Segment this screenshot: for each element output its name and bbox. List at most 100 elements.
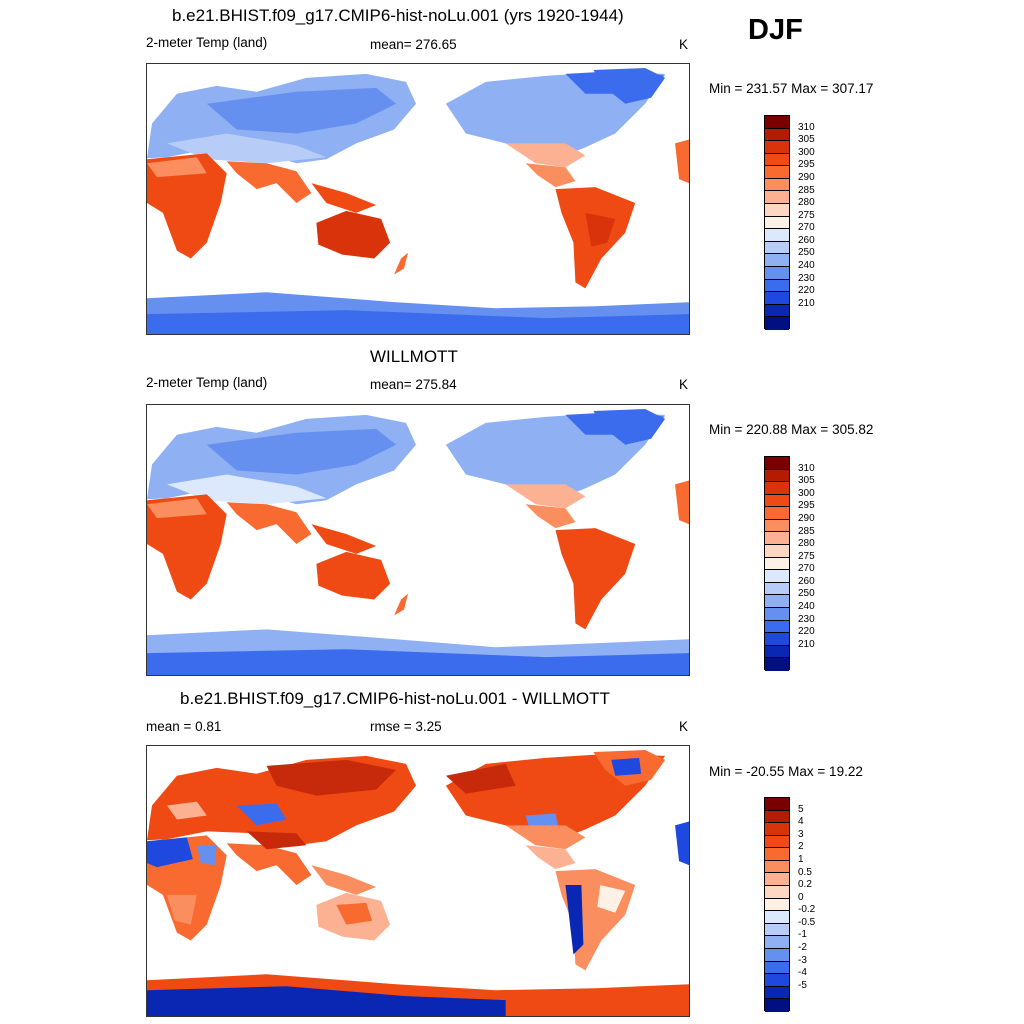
colorbar-segment xyxy=(765,658,789,671)
colorbar-tick-label: 295 xyxy=(798,159,815,171)
panel-3-map-svg xyxy=(147,749,689,1016)
colorbar-segment xyxy=(765,860,789,874)
colorbar-segment xyxy=(765,494,789,508)
colorbar-segment xyxy=(765,191,789,205)
panel-2-variable-label: 2-meter Temp (land) xyxy=(146,375,268,390)
colorbar-segment xyxy=(765,645,789,659)
colorbar-tick-label: 270 xyxy=(798,563,815,575)
colorbar-tick-label: 290 xyxy=(798,512,815,524)
season-label: DJF xyxy=(748,14,803,46)
panel-2-map xyxy=(146,404,690,676)
colorbar-tick-label: 280 xyxy=(798,197,815,209)
colorbar-tick-label: 240 xyxy=(798,601,815,613)
colorbar-segment xyxy=(765,507,789,520)
colorbar-segment xyxy=(765,948,789,962)
colorbar-tick-label: 0.5 xyxy=(798,866,812,878)
colorbar-tick-label: -0.5 xyxy=(798,916,816,928)
colorbar-tick-label: 300 xyxy=(798,146,815,158)
colorbar-tick-label: 260 xyxy=(798,234,815,246)
colorbar-segment xyxy=(765,898,789,912)
colorbar-tick-label: 285 xyxy=(798,525,815,537)
colorbar-segment xyxy=(765,457,789,470)
panel-3-colorbar xyxy=(764,797,790,1012)
colorbar-segment xyxy=(765,519,789,533)
colorbar-segment xyxy=(765,986,789,1000)
colorbar-tick-label: 240 xyxy=(798,260,815,272)
colorbar-tick-label: 295 xyxy=(798,500,815,512)
panel-3-minmax: Min = -20.55 Max = 19.22 xyxy=(709,764,863,779)
colorbar-tick-label: 220 xyxy=(798,285,815,297)
colorbar-tick-label: -0.2 xyxy=(798,904,816,916)
colorbar-segment xyxy=(765,178,789,192)
panel-1-units-label: K xyxy=(679,37,689,52)
colorbar-segment xyxy=(765,254,789,267)
colorbar-tick-label: 220 xyxy=(798,626,815,638)
colorbar-segment xyxy=(765,936,789,949)
colorbar-segment xyxy=(765,911,789,924)
colorbar-tick-label: 2 xyxy=(798,841,804,853)
colorbar-tick-label: 285 xyxy=(798,184,815,196)
colorbar-tick-label: 300 xyxy=(798,487,815,499)
colorbar-tick-label: 5 xyxy=(798,803,804,815)
colorbar-tick-label: -5 xyxy=(798,979,807,991)
colorbar-tick-label: 0 xyxy=(798,891,804,903)
colorbar-tick-label: 270 xyxy=(798,222,815,234)
colorbar-tick-label: -1 xyxy=(798,929,807,941)
colorbar-segment xyxy=(765,292,789,305)
colorbar-segment xyxy=(765,266,789,280)
colorbar-segment xyxy=(765,835,789,849)
panel-2-title: WILLMOTT xyxy=(370,347,458,366)
colorbar-segment xyxy=(765,798,789,811)
colorbar-tick-label: 310 xyxy=(798,462,815,474)
colorbar-segment xyxy=(765,153,789,167)
colorbar-segment xyxy=(765,974,789,987)
panel-3-rmse-label: rmse = 3.25 xyxy=(370,719,442,734)
colorbar-segment xyxy=(765,128,789,142)
colorbar-segment xyxy=(765,166,789,179)
colorbar-segment xyxy=(765,141,789,154)
colorbar-segment xyxy=(765,595,789,608)
colorbar-tick-label: 250 xyxy=(798,588,815,600)
panel-1-map xyxy=(146,63,690,335)
colorbar-segment xyxy=(765,545,789,558)
colorbar-tick-label: -4 xyxy=(798,967,807,979)
colorbar-tick-label: 275 xyxy=(798,550,815,562)
colorbar-tick-label: 310 xyxy=(798,121,815,133)
colorbar-segment xyxy=(765,923,789,937)
panel-1-minmax: Min = 231.57 Max = 307.17 xyxy=(709,81,874,96)
colorbar-segment xyxy=(765,241,789,255)
colorbar-segment xyxy=(765,557,789,571)
panel-1-title: b.e21.BHIST.f09_g17.CMIP6-hist-noLu.001 … xyxy=(172,6,624,25)
colorbar-segment xyxy=(765,532,789,546)
colorbar-segment xyxy=(765,620,789,634)
colorbar-tick-label: -3 xyxy=(798,954,807,966)
colorbar-segment xyxy=(765,633,789,646)
colorbar-segment xyxy=(765,848,789,861)
panel-3-mean-label: mean = 0.81 xyxy=(146,719,222,734)
colorbar-tick-label: 1 xyxy=(798,853,804,865)
colorbar-tick-label: 305 xyxy=(798,475,815,487)
colorbar-segment xyxy=(765,823,789,836)
colorbar-segment xyxy=(765,810,789,824)
panel-3-title: b.e21.BHIST.f09_g17.CMIP6-hist-noLu.001 … xyxy=(180,689,610,708)
colorbar-segment xyxy=(765,482,789,495)
colorbar-tick-label: 275 xyxy=(798,209,815,221)
colorbar-tick-label: 305 xyxy=(798,134,815,146)
colorbar-segment xyxy=(765,216,789,230)
panel-2-colorbar xyxy=(764,456,790,671)
panel-1-mean-label: mean= 276.65 xyxy=(370,37,457,52)
panel-3-map xyxy=(146,745,690,1017)
colorbar-segment xyxy=(765,582,789,596)
panel-1-variable-label: 2-meter Temp (land) xyxy=(146,35,268,50)
colorbar-tick-label: 250 xyxy=(798,247,815,259)
colorbar-tick-label: 210 xyxy=(798,638,815,650)
colorbar-segment xyxy=(765,886,789,899)
panel-2-map-svg xyxy=(147,408,689,675)
colorbar-segment xyxy=(765,317,789,330)
colorbar-segment xyxy=(765,570,789,583)
panel-2-minmax: Min = 220.88 Max = 305.82 xyxy=(709,422,874,437)
colorbar-segment xyxy=(765,204,789,217)
panel-2-units-label: K xyxy=(679,377,689,392)
colorbar-tick-label: 210 xyxy=(798,297,815,309)
colorbar-tick-label: 290 xyxy=(798,171,815,183)
